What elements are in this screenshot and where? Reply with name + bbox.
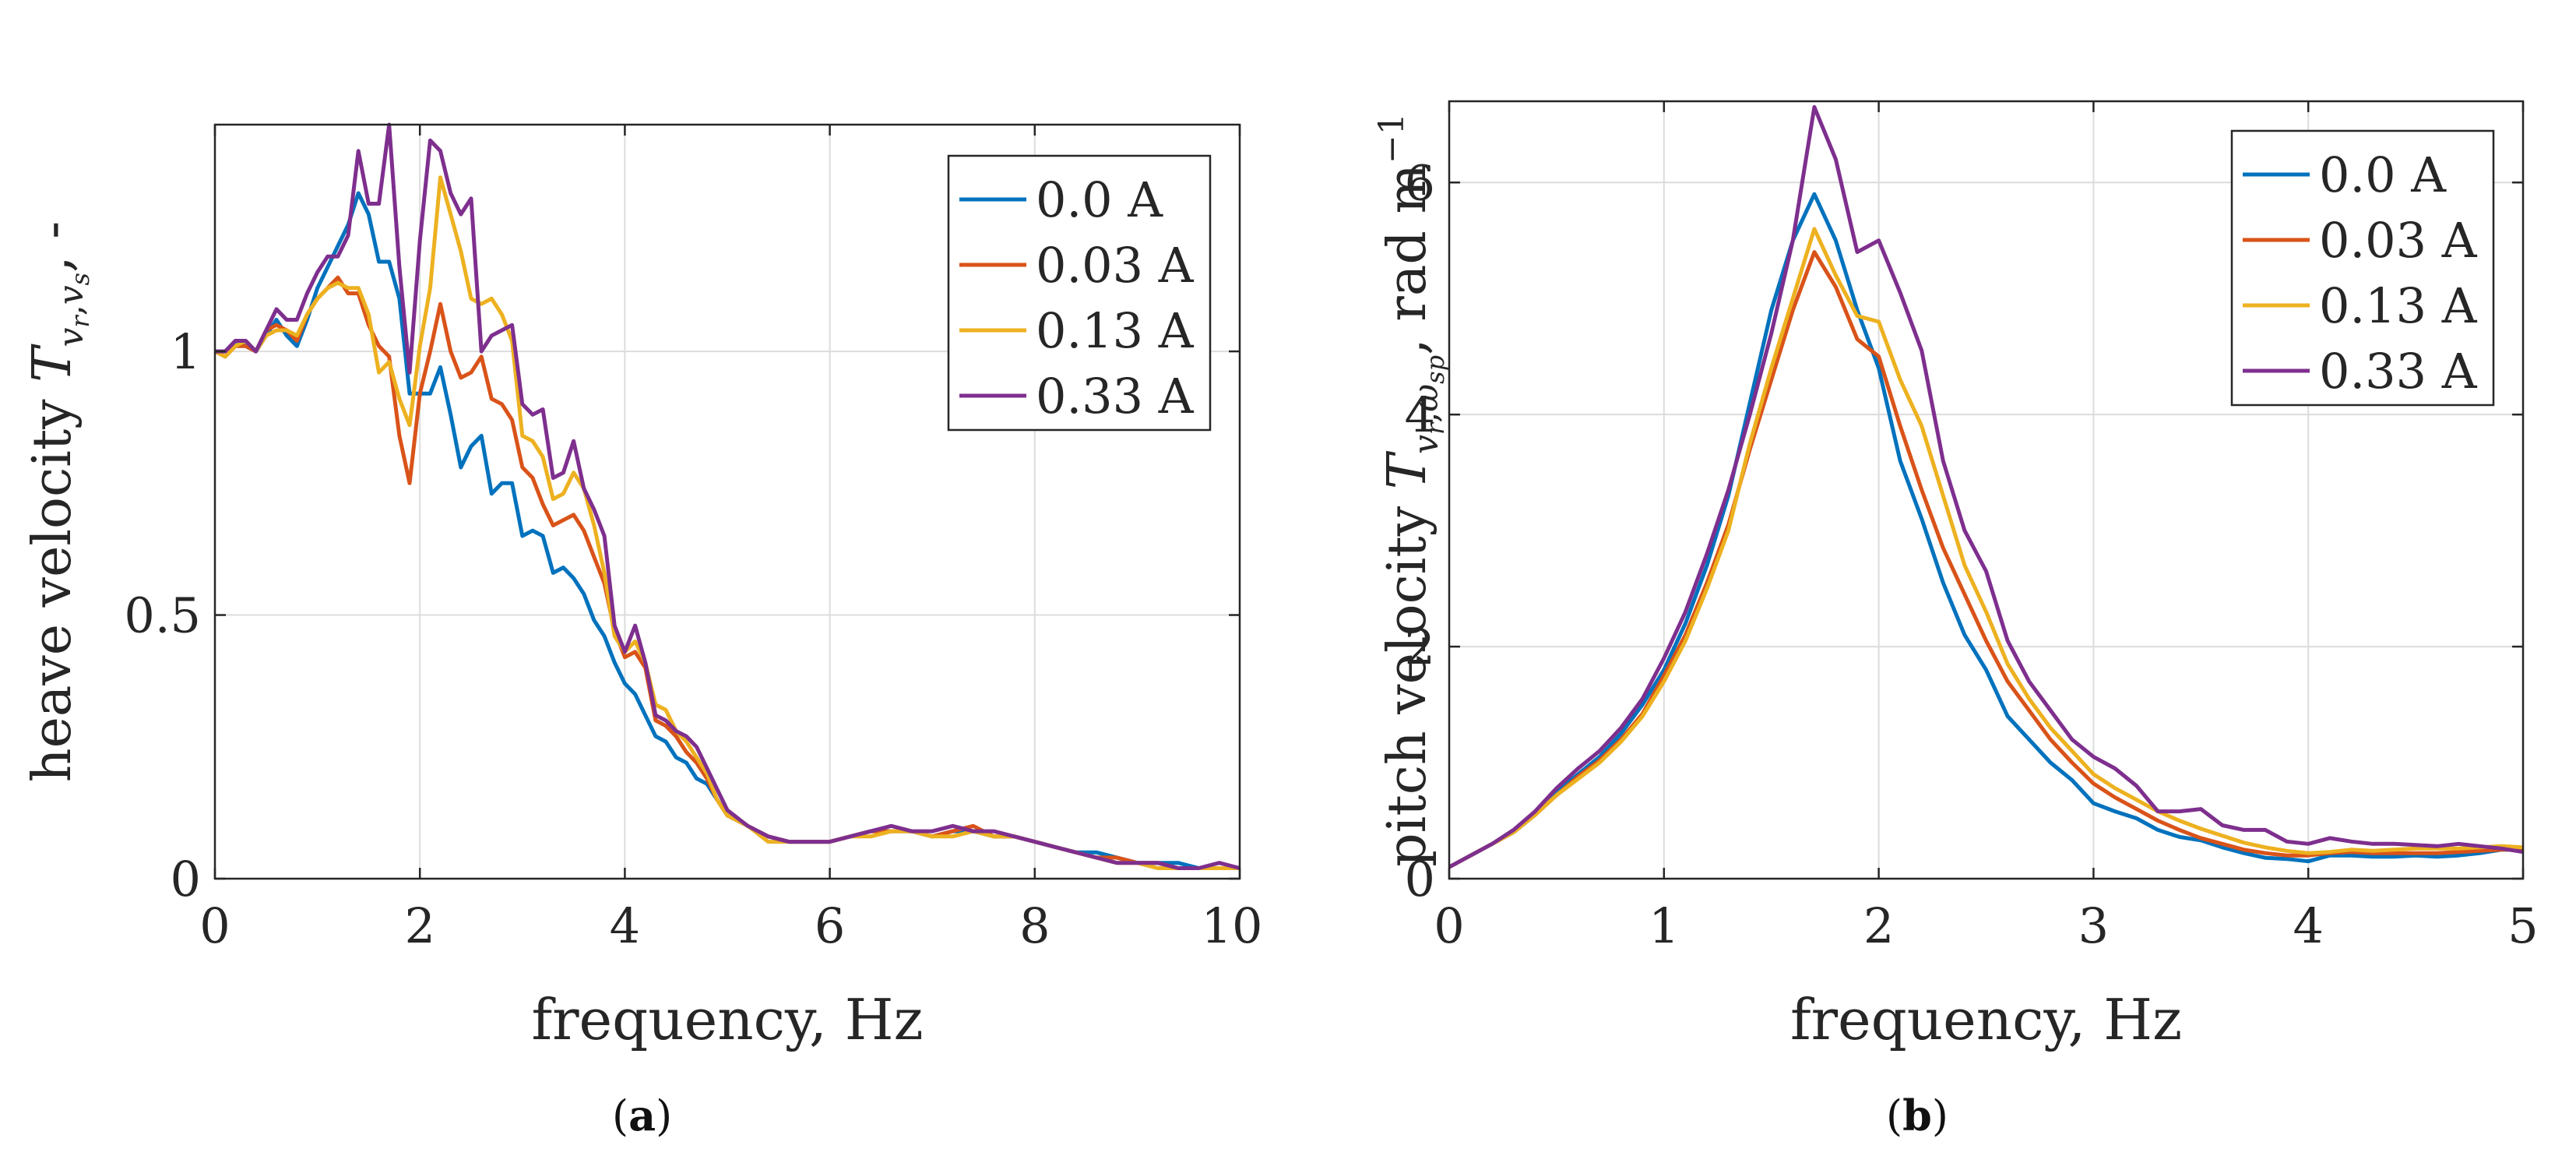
x-tick-label: 6 <box>815 897 845 954</box>
series-line-0-0-A <box>1448 192 2523 869</box>
y-tick-label: 4 <box>1405 386 1435 443</box>
legend-label: 0.13 A <box>1036 302 1195 359</box>
y-tick-label: 6 <box>1405 154 1435 211</box>
legend-label: 0.33 A <box>2319 343 2478 400</box>
legend-box <box>2230 129 2495 407</box>
axes-box <box>213 123 1241 880</box>
panel-b: 0 1 2 3 4 5 0 2 4 6 frequency, Hz pitch velocity Tv… <box>1372 100 2539 1052</box>
x-tick-label: 0 <box>1434 897 1464 954</box>
series-line-0-13-A <box>213 175 1240 870</box>
axes-box <box>1448 100 2525 880</box>
x-tick-label: 5 <box>2507 897 2538 954</box>
x-tick-label: 3 <box>2078 897 2109 954</box>
caption-b: (b) <box>1886 1091 1948 1140</box>
y-tick-label: 0.5 <box>124 587 201 644</box>
series-line-0-33-A <box>1448 104 2524 869</box>
x-tick-label: 2 <box>1863 897 1894 954</box>
y-tick-label: 0 <box>171 851 201 907</box>
y-axis-label: heave velocity Tvr,vs, - <box>22 221 95 782</box>
x-tick-label: 4 <box>610 897 640 954</box>
x-tick-label: 0 <box>199 897 230 954</box>
caption-a: (a) <box>612 1091 673 1140</box>
legend-label: 0.0 A <box>1036 171 1163 228</box>
y-tick-label: 0 <box>1405 851 1435 907</box>
legend-box <box>947 154 1212 432</box>
x-axis-label: frequency, Hz <box>1790 987 2182 1052</box>
legend-label: 0.03 A <box>1036 237 1195 294</box>
y-tick-label: 2 <box>1405 619 1435 675</box>
legend-label: 0.0 A <box>2319 146 2447 203</box>
y-axis-label: pitch velocity Tvr,ωsp, rad m−1 <box>1372 113 1450 867</box>
x-tick-label: 10 <box>1202 897 1263 954</box>
legend-label: 0.03 A <box>2319 212 2478 269</box>
x-tick-label: 1 <box>1649 897 1679 954</box>
series-line-0-33-A <box>215 122 1240 870</box>
x-tick-label: 8 <box>1019 897 1050 954</box>
y-tick-label: 1 <box>171 323 201 380</box>
legend-label: 0.33 A <box>1036 368 1195 425</box>
x-axis-label: frequency, Hz <box>531 987 923 1052</box>
x-tick-label: 2 <box>404 897 435 954</box>
panel-a: 0 2 4 6 8 10 0 0.5 1 frequency, Hz heave velocity … <box>22 122 1263 1052</box>
series-line-0-13-A <box>1448 227 2524 869</box>
x-tick-label: 4 <box>2293 897 2323 954</box>
legend-label: 0.13 A <box>2319 277 2478 334</box>
